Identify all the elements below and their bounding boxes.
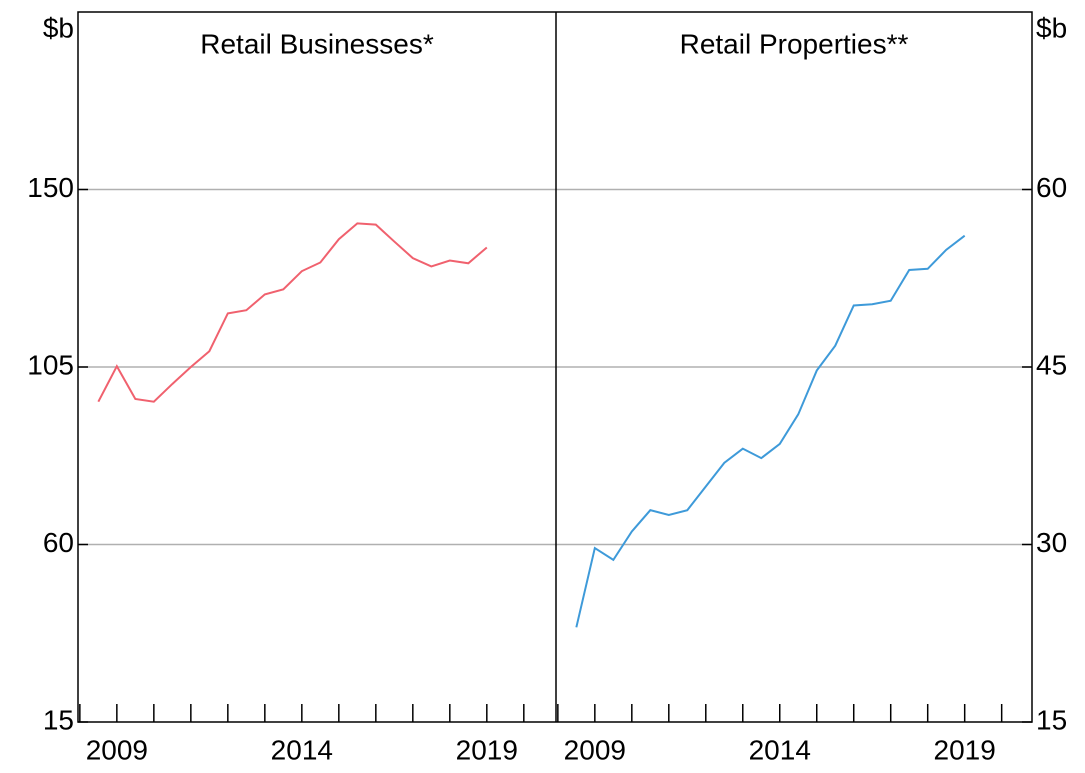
x-tick-label: 2014 xyxy=(271,734,333,765)
data-line xyxy=(97,222,488,403)
x-tick-label: 2019 xyxy=(456,734,518,765)
panel-title: Retail Businesses* xyxy=(200,28,434,59)
y-tick-label: 15 xyxy=(43,704,74,735)
x-tick-label: 2019 xyxy=(934,734,996,765)
y-tick-label: 105 xyxy=(27,349,74,380)
y-axis-unit: $b xyxy=(1036,12,1067,43)
y-axis-unit: $b xyxy=(43,12,74,43)
panel-title: Retail Properties** xyxy=(680,28,909,59)
y-tick-label: 60 xyxy=(1036,172,1067,203)
x-tick-label: 2009 xyxy=(86,734,148,765)
y-tick-label: 45 xyxy=(1036,349,1067,380)
x-tick-label: 2014 xyxy=(749,734,811,765)
x-tick-label: 2009 xyxy=(564,734,626,765)
y-tick-label: 15 xyxy=(1036,704,1067,735)
y-tick-label: 60 xyxy=(43,527,74,558)
y-tick-label: 30 xyxy=(1036,527,1067,558)
data-line xyxy=(575,234,966,628)
plot-frame xyxy=(77,11,1033,723)
y-tick-label: 150 xyxy=(27,172,74,203)
